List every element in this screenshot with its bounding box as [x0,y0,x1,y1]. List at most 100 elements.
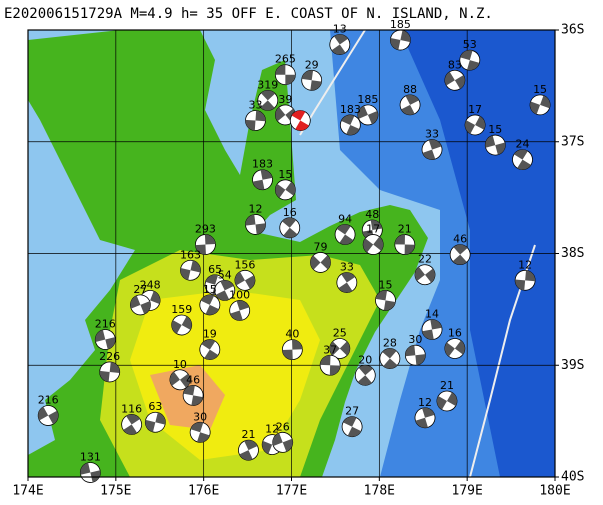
focal-mechanism-quadrants [301,70,322,91]
x-tick-label: 180E [539,484,570,499]
focal-mechanism [130,294,151,316]
depth-label: 53 [463,38,477,51]
focal-mechanism [234,269,256,291]
main-event [289,110,311,131]
focal-mechanism [310,252,331,273]
y-tick-label: 36S [561,23,584,38]
focal-mechanism-quadrants [444,340,465,357]
depth-label: 15 [203,283,217,296]
depth-label: 22 [418,253,432,266]
focal-mechanism [512,149,533,171]
focal-mechanism-quadrants [514,149,531,170]
depth-label: 10 [173,358,187,371]
focal-mechanism [399,94,421,116]
depth-label: 27 [345,405,359,418]
depth-label: 116 [121,402,142,415]
depth-label: 33 [340,261,354,274]
depth-label: 17 [468,103,482,116]
depth-label: 14 [425,307,439,320]
depth-label: 33 [248,99,262,112]
focal-mechanism-quadrants [38,406,59,425]
focal-mechanism [414,407,436,429]
depth-label: 79 [313,240,327,253]
focal-mechanism [319,354,341,376]
x-tick-label: 176E [188,484,219,499]
focal-mechanism-quadrants [310,255,331,270]
focal-mechanism [214,279,236,301]
depth-label: 183 [340,103,361,116]
focal-mechanism-quadrants [422,319,442,340]
focal-mechanism-quadrants [123,414,141,435]
focal-mechanism-quadrants [362,220,383,240]
focal-mechanism [341,416,363,438]
main-event-quadrants [291,110,309,131]
depth-label: 159 [171,303,192,316]
depth-label: 185 [390,18,411,31]
depth-label: 12 [418,396,432,409]
depth-label: 21 [440,379,454,392]
depth-label: 12 [518,258,532,271]
focal-mechanism [394,234,416,255]
focal-mechanism [514,269,536,291]
depth-label: 216 [38,394,59,407]
depth-label: 293 [195,223,216,236]
depth-label: 88 [403,83,417,96]
depth-label: 37 [323,343,337,356]
focal-mechanism [195,234,216,255]
focal-mechanism [245,214,266,235]
depth-label: 248 [140,278,161,291]
depth-label: 65 [208,263,222,276]
focal-mechanism-quadrants [195,234,216,255]
focal-mechanism-quadrants [415,407,435,428]
depth-label: 17 [366,223,380,236]
focal-mechanism [229,300,251,321]
depth-label: 183 [252,158,273,171]
focal-mechanism [257,90,279,111]
focal-mechanism [444,69,466,91]
focal-mechanism-quadrants [331,34,348,55]
focal-mechanism-quadrants [465,116,486,134]
focal-mechanism-quadrants [282,217,298,238]
y-tick-label: 40S [561,470,584,485]
focal-mechanism [144,411,166,433]
depth-label: 185 [357,93,378,106]
depth-label: 40 [285,328,299,341]
focal-mechanism-quadrants [415,266,435,283]
depth-label: 20 [358,353,372,366]
focal-mechanism-quadrants [452,244,468,265]
focal-mechanism [189,421,211,443]
focal-mechanism [362,234,384,255]
depth-label: 319 [257,78,278,91]
focal-mechanism-quadrants [200,294,219,315]
focal-mechanism-quadrants [275,64,296,85]
focal-mechanism-quadrants [401,94,419,115]
focal-mechanism-quadrants [145,412,166,432]
focal-mechanism [484,134,506,156]
focal-mechanism-quadrants [99,362,120,382]
focal-mechanism-quadrants [170,371,190,388]
focal-mechanism-quadrants [422,139,442,160]
x-tick-label: 174E [12,484,43,499]
depth-label: 13 [333,23,347,36]
depth-label: 83 [448,58,462,71]
focal-mechanism-quadrants [239,440,258,461]
depth-label: 30 [408,333,422,346]
focal-mechanism [414,264,436,286]
focal-mechanism [421,319,443,340]
focal-mechanism-quadrants [95,329,116,350]
depth-label: 46 [453,233,467,246]
focal-mechanism [121,414,143,435]
focal-mechanism-quadrants [460,50,480,71]
focal-mechanism [404,344,426,366]
depth-label: 16 [283,206,297,219]
focal-mechanism-quadrants [234,271,255,289]
focal-mechanism [199,339,221,361]
focal-mechanism-quadrants [201,339,219,360]
focal-mechanism-quadrants [357,365,373,386]
depth-label: 26 [276,420,290,433]
focal-mechanism-quadrants [275,181,296,198]
focal-mechanism [94,329,116,350]
depth-label: 156 [234,258,255,271]
focal-mechanism [375,290,396,311]
